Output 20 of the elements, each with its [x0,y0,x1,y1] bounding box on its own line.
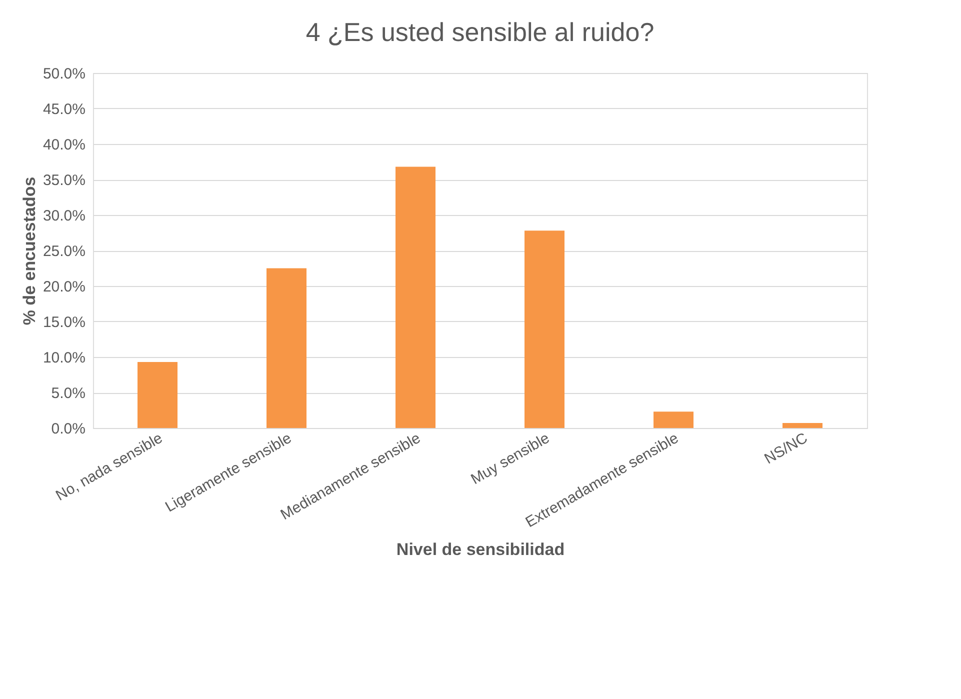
bar [524,230,564,428]
y-tick-label: 35.0% [42,172,86,189]
y-tick-label: 20.0% [42,278,86,296]
y-tick-label: 5.0% [51,385,86,402]
bar [782,423,822,428]
y-axis-title: % de encuestados [20,176,39,326]
bar [266,268,306,428]
bar [138,362,178,428]
y-tick-label: 0.0% [51,420,86,438]
chart-title: 4 ¿Es usted sensible al ruido? [306,17,654,47]
x-axis-title: Nivel de sensibilidad [396,540,565,560]
y-tick-label: 45.0% [42,101,86,118]
bar [654,412,694,428]
bar [396,166,436,428]
y-tick-label: 30.0% [42,208,86,224]
y-tick-label: 10.0% [42,350,86,366]
y-tick-label: 50.0% [42,66,86,82]
y-tick-label: 40.0% [42,136,86,154]
y-tick-label: 25.0% [42,243,86,260]
y-tick-label: 15.0% [42,314,86,331]
